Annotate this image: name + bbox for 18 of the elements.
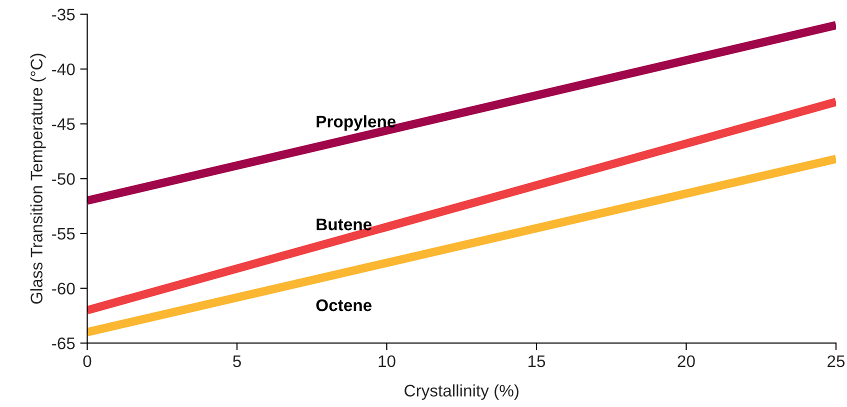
- x-tick-label: 5: [233, 356, 241, 368]
- x-tick-label: 15: [528, 356, 546, 368]
- y-tick-label: -60: [52, 282, 75, 294]
- series-label: Butene: [316, 218, 372, 230]
- y-axis-title: Glass Transition Temperature (°C): [30, 54, 46, 304]
- x-tick-label: 20: [678, 355, 695, 368]
- y-tick-label: -50: [52, 173, 75, 185]
- y-tick-label: -35: [52, 8, 75, 20]
- y-tick-label: -65: [52, 338, 75, 350]
- series-label: Propylene: [316, 115, 396, 131]
- x-tick-label: 25: [828, 355, 845, 368]
- y-tick-label: -40: [52, 63, 75, 76]
- series-label: Octene: [316, 299, 372, 312]
- x-axis-title: Crystallinity (%): [404, 384, 518, 400]
- x-tick-label: 0: [83, 355, 92, 368]
- x-tick-label: 10: [378, 355, 396, 368]
- y-tick-label: -55: [52, 228, 75, 240]
- y-tick-label: -45: [52, 118, 75, 130]
